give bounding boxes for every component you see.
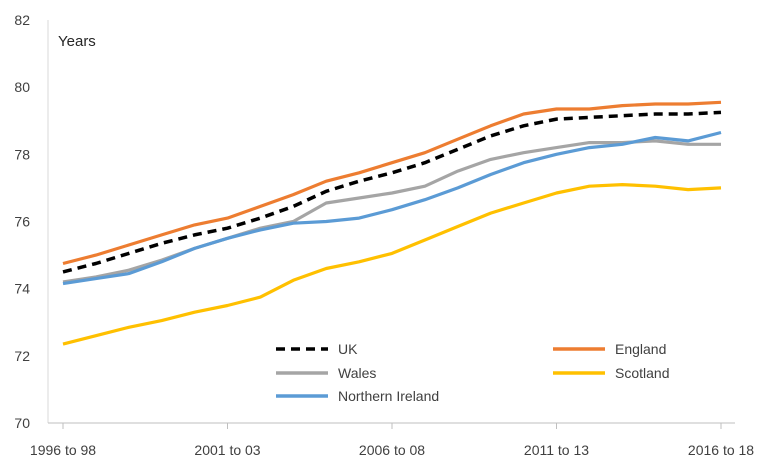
legend: UK England Wales Scotland Northern Ireland xyxy=(276,341,669,404)
legend-label-northern-ireland: Northern Ireland xyxy=(338,388,439,404)
x-tick-label-1996-to-98: 1996 to 98 xyxy=(30,442,96,458)
y-tick-label-72: 72 xyxy=(14,348,30,364)
y-tick-labels: 70 72 74 76 78 80 82 xyxy=(14,12,30,431)
y-tick-label-80: 80 xyxy=(14,79,30,95)
y-axis-unit-label: Years xyxy=(58,33,96,50)
series-line-scotland xyxy=(62,183,722,346)
y-tick-label-78: 78 xyxy=(14,146,30,162)
x-tick-label-2016-to-18: 2016 to 18 xyxy=(688,442,754,458)
y-tick-label-74: 74 xyxy=(14,281,30,297)
legend-label-wales: Wales xyxy=(338,365,376,381)
x-tick-label-2011-to-13: 2011 to 13 xyxy=(524,442,589,458)
y-tick-label-70: 70 xyxy=(14,415,30,431)
x-tick-label-2006-to-08: 2006 to 08 xyxy=(359,442,425,458)
legend-label-england: England xyxy=(615,341,666,357)
y-tick-label-82: 82 xyxy=(14,12,30,28)
x-tick-labels: 1996 to 98 2001 to 03 2006 to 08 2011 to 13… xyxy=(30,423,754,458)
series-line-england xyxy=(62,100,722,266)
axes: Years xyxy=(47,20,735,424)
x-tick-label-2001-to-03: 2001 to 03 xyxy=(194,442,260,458)
legend-label-scotland: Scotland xyxy=(615,365,669,381)
series-lines xyxy=(62,100,722,346)
y-tick-label-76: 76 xyxy=(14,214,30,230)
series-line-uk xyxy=(62,110,722,274)
series-line-northern-ireland xyxy=(62,130,722,286)
legend-label-uk: UK xyxy=(338,341,358,357)
